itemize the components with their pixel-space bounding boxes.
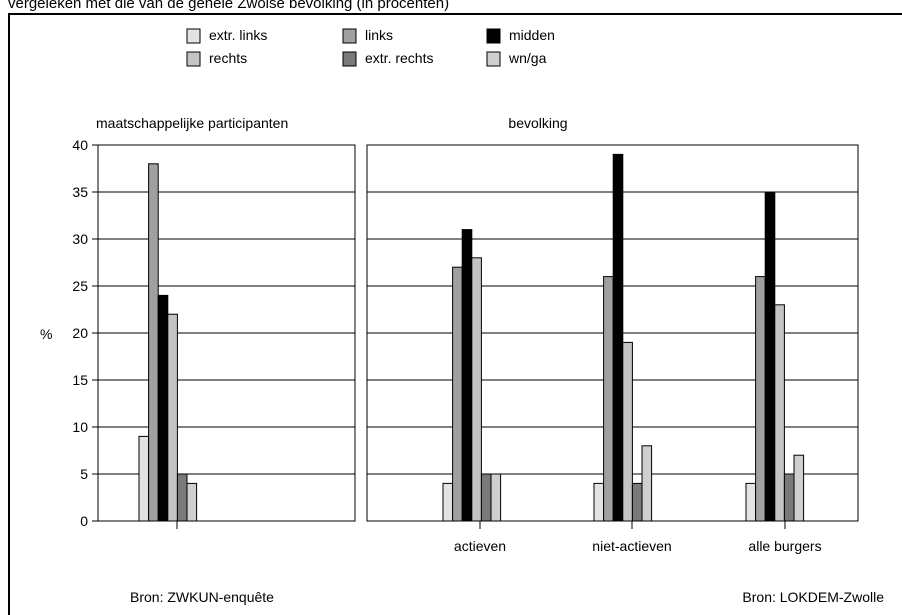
bar-1-0-4 xyxy=(480,473,492,522)
bar-1-0-1 xyxy=(452,266,463,522)
legend-label-0: extr. links xyxy=(209,27,267,43)
bar-1-2-5 xyxy=(793,454,805,522)
bar-0-0-2 xyxy=(157,294,169,522)
legend-swatch-2 xyxy=(486,28,501,44)
bar-1-0-5 xyxy=(490,473,502,522)
bar-1-1-0 xyxy=(593,482,605,522)
bar-1-0-0 xyxy=(442,482,454,522)
x-tick-label-0: actieven xyxy=(454,538,506,554)
bar-1-1-3 xyxy=(622,341,633,522)
panel-1-source: Bron: LOKDEM-Zwolle xyxy=(742,589,884,605)
legend-label-2: midden xyxy=(509,27,555,43)
y-tick-label: 15 xyxy=(72,372,88,388)
y-tick-label: 25 xyxy=(72,278,88,294)
legend-swatch-5 xyxy=(486,51,501,67)
bar-1-2-0 xyxy=(745,482,757,522)
panel-0-title: maatschappelijke participanten xyxy=(96,115,288,131)
y-tick-label: 5 xyxy=(80,466,88,482)
legend-label-3: rechts xyxy=(209,50,247,66)
bar-1-2-2 xyxy=(764,191,776,522)
y-tick-label: 35 xyxy=(72,184,88,200)
y-axis-label: % xyxy=(40,326,52,342)
bar-1-0-3 xyxy=(471,257,482,522)
legend-swatch-1 xyxy=(342,28,357,44)
figure-caption: vergeleken met die van de gehele Zwolse … xyxy=(8,0,450,12)
bar-1-2-4 xyxy=(783,473,795,522)
y-tick-label: 10 xyxy=(72,419,88,435)
legend-swatch-0 xyxy=(186,28,201,44)
legend-swatch-3 xyxy=(186,51,201,67)
bar-0-0-3 xyxy=(167,313,178,522)
bar-0-0-0 xyxy=(138,435,150,522)
panel-1-title: bevolking xyxy=(508,115,567,131)
legend-swatch-4 xyxy=(342,51,357,67)
legend-label-5: wn/ga xyxy=(508,50,547,66)
x-tick-label-2: alle burgers xyxy=(748,538,821,554)
y-tick-label: 20 xyxy=(72,325,88,341)
bar-1-2-1 xyxy=(755,276,766,522)
figure-frame xyxy=(8,13,902,615)
legend-label-4: extr. rechts xyxy=(365,50,433,66)
bar-1-1-2 xyxy=(612,153,624,522)
bar-0-0-5 xyxy=(186,482,198,522)
bar-0-0-1 xyxy=(148,163,159,522)
bar-0-0-4 xyxy=(176,473,188,522)
y-tick-label: 0 xyxy=(80,513,88,529)
bar-1-1-4 xyxy=(631,482,643,522)
legend-label-1: links xyxy=(365,27,393,43)
x-tick-label-1: niet-actieven xyxy=(592,538,671,554)
bar-1-1-1 xyxy=(603,276,614,522)
bar-1-0-2 xyxy=(461,229,473,522)
bar-1-1-5 xyxy=(641,445,653,522)
panel-0-source: Bron: ZWKUN-enquête xyxy=(130,589,274,605)
y-tick-label: 30 xyxy=(72,231,88,247)
bar-1-2-3 xyxy=(774,304,785,522)
y-tick-label: 40 xyxy=(72,137,88,153)
